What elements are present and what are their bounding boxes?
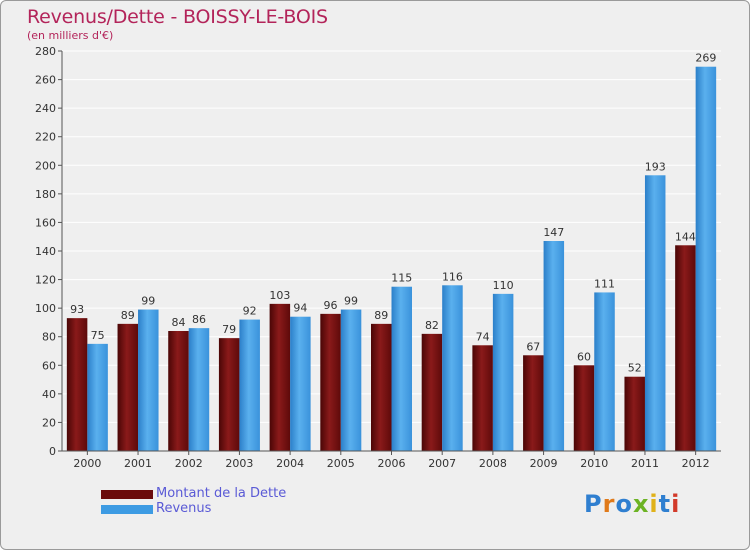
bar-revenus-2004 — [290, 316, 311, 451]
bar-dette-2012 — [675, 245, 696, 451]
data-label-revenus: 99 — [344, 295, 358, 308]
bar-dette-2009 — [523, 355, 544, 451]
x-tick-label: 2005 — [327, 457, 355, 470]
x-tick-label: 2003 — [225, 457, 253, 470]
data-label-dette: 84 — [171, 316, 185, 329]
chart-subtitle: (en milliers d'€) — [27, 29, 114, 42]
data-label-dette: 74 — [476, 330, 490, 343]
y-tick-label: 280 — [35, 45, 56, 58]
data-label-dette: 82 — [425, 319, 439, 332]
bar-revenus-2006 — [391, 286, 412, 451]
x-tick-label: 2007 — [428, 457, 456, 470]
x-tick-label: 2004 — [276, 457, 304, 470]
bar-dette-2006 — [371, 323, 392, 451]
chart-title: Revenus/Dette - BOISSY-LE-BOIS — [27, 6, 328, 28]
logo-letter: r — [602, 490, 616, 518]
data-label-revenus: 86 — [192, 313, 206, 326]
data-label-revenus: 193 — [645, 160, 666, 173]
data-label-dette: 103 — [269, 289, 290, 302]
bar-revenus-2007 — [442, 285, 463, 451]
data-label-revenus: 110 — [493, 279, 514, 292]
y-tick-label: 220 — [35, 131, 56, 144]
x-tick-label: 2001 — [124, 457, 152, 470]
data-label-dette: 60 — [577, 350, 591, 363]
y-tick-label: 140 — [35, 245, 56, 258]
bar-revenus-2001 — [138, 309, 159, 451]
x-tick-label: 2008 — [479, 457, 507, 470]
y-tick-label: 240 — [35, 102, 56, 115]
bar-dette-2008 — [472, 345, 493, 451]
data-label-dette: 52 — [628, 362, 642, 375]
bar-dette-2004 — [269, 303, 291, 451]
y-tick-label: 160 — [35, 216, 56, 229]
bar-dette-2002 — [168, 331, 189, 451]
data-label-dette: 89 — [121, 309, 135, 322]
data-label-revenus: 147 — [543, 226, 564, 239]
bar-revenus-2005 — [340, 309, 362, 451]
logo-letter: t — [658, 490, 672, 518]
bar-revenus-2011 — [644, 175, 666, 452]
logo-letter: x — [632, 490, 650, 518]
x-tick-label: 2011 — [631, 457, 659, 470]
data-label-revenus: 115 — [391, 272, 412, 285]
data-label-dette: 79 — [222, 323, 236, 336]
x-tick-label: 2002 — [175, 457, 203, 470]
y-tick-label: 120 — [35, 274, 56, 287]
legend-swatch-revenus — [101, 505, 153, 514]
proxiti-logo: Proxiti — [584, 490, 680, 518]
y-tick-label: 200 — [35, 159, 56, 172]
data-label-revenus: 94 — [293, 302, 307, 315]
x-tick-label: 2010 — [580, 457, 608, 470]
bar-revenus-2000 — [87, 343, 108, 451]
bar-revenus-2012 — [695, 66, 717, 451]
data-label-revenus: 99 — [141, 295, 155, 308]
bar-dette-2005 — [320, 313, 341, 451]
bar-revenus-2003 — [239, 319, 260, 451]
bar-dette-2000 — [66, 318, 88, 451]
data-label-revenus: 92 — [243, 305, 257, 318]
logo-letter: i — [671, 490, 681, 518]
legend-swatch-debt — [101, 490, 153, 499]
legend-label-revenus: Revenus — [156, 501, 212, 516]
data-label-dette: 96 — [324, 299, 338, 312]
bar-dette-2001 — [117, 323, 139, 451]
logo-letter: P — [584, 490, 603, 518]
x-tick-label: 2012 — [682, 457, 710, 470]
y-tick-label: 100 — [35, 302, 56, 315]
data-label-dette: 89 — [374, 309, 388, 322]
y-tick-label: 20 — [42, 416, 56, 429]
y-tick-label: 80 — [42, 331, 56, 344]
logo-letter: i — [649, 490, 659, 518]
bar-revenus-2002 — [188, 328, 210, 451]
bar-dette-2011 — [624, 376, 645, 451]
x-tick-label: 2000 — [73, 457, 101, 470]
legend-label-debt: Montant de la Dette — [156, 486, 287, 501]
data-label-dette: 67 — [526, 340, 540, 353]
y-tick-label: 40 — [42, 388, 56, 401]
bar-dette-2010 — [573, 365, 595, 451]
logo-letter: o — [615, 490, 633, 518]
bar-dette-2003 — [218, 338, 240, 451]
x-tick-label: 2006 — [378, 457, 406, 470]
bar-dette-2007 — [421, 333, 443, 451]
y-tick-label: 180 — [35, 188, 56, 201]
y-tick-label: 0 — [49, 445, 56, 458]
bar-revenus-2010 — [594, 292, 615, 451]
bar-revenus-2009 — [543, 241, 565, 451]
x-tick-label: 2009 — [530, 457, 558, 470]
data-label-dette: 93 — [70, 303, 84, 316]
y-tick-label: 60 — [42, 359, 56, 372]
data-label-revenus: 111 — [594, 277, 615, 290]
bar-revenus-2008 — [492, 293, 514, 451]
data-label-revenus: 75 — [91, 329, 105, 342]
data-label-revenus: 269 — [695, 52, 716, 65]
data-label-revenus: 116 — [442, 270, 463, 283]
y-tick-label: 260 — [35, 74, 56, 87]
data-label-dette: 144 — [675, 230, 696, 243]
